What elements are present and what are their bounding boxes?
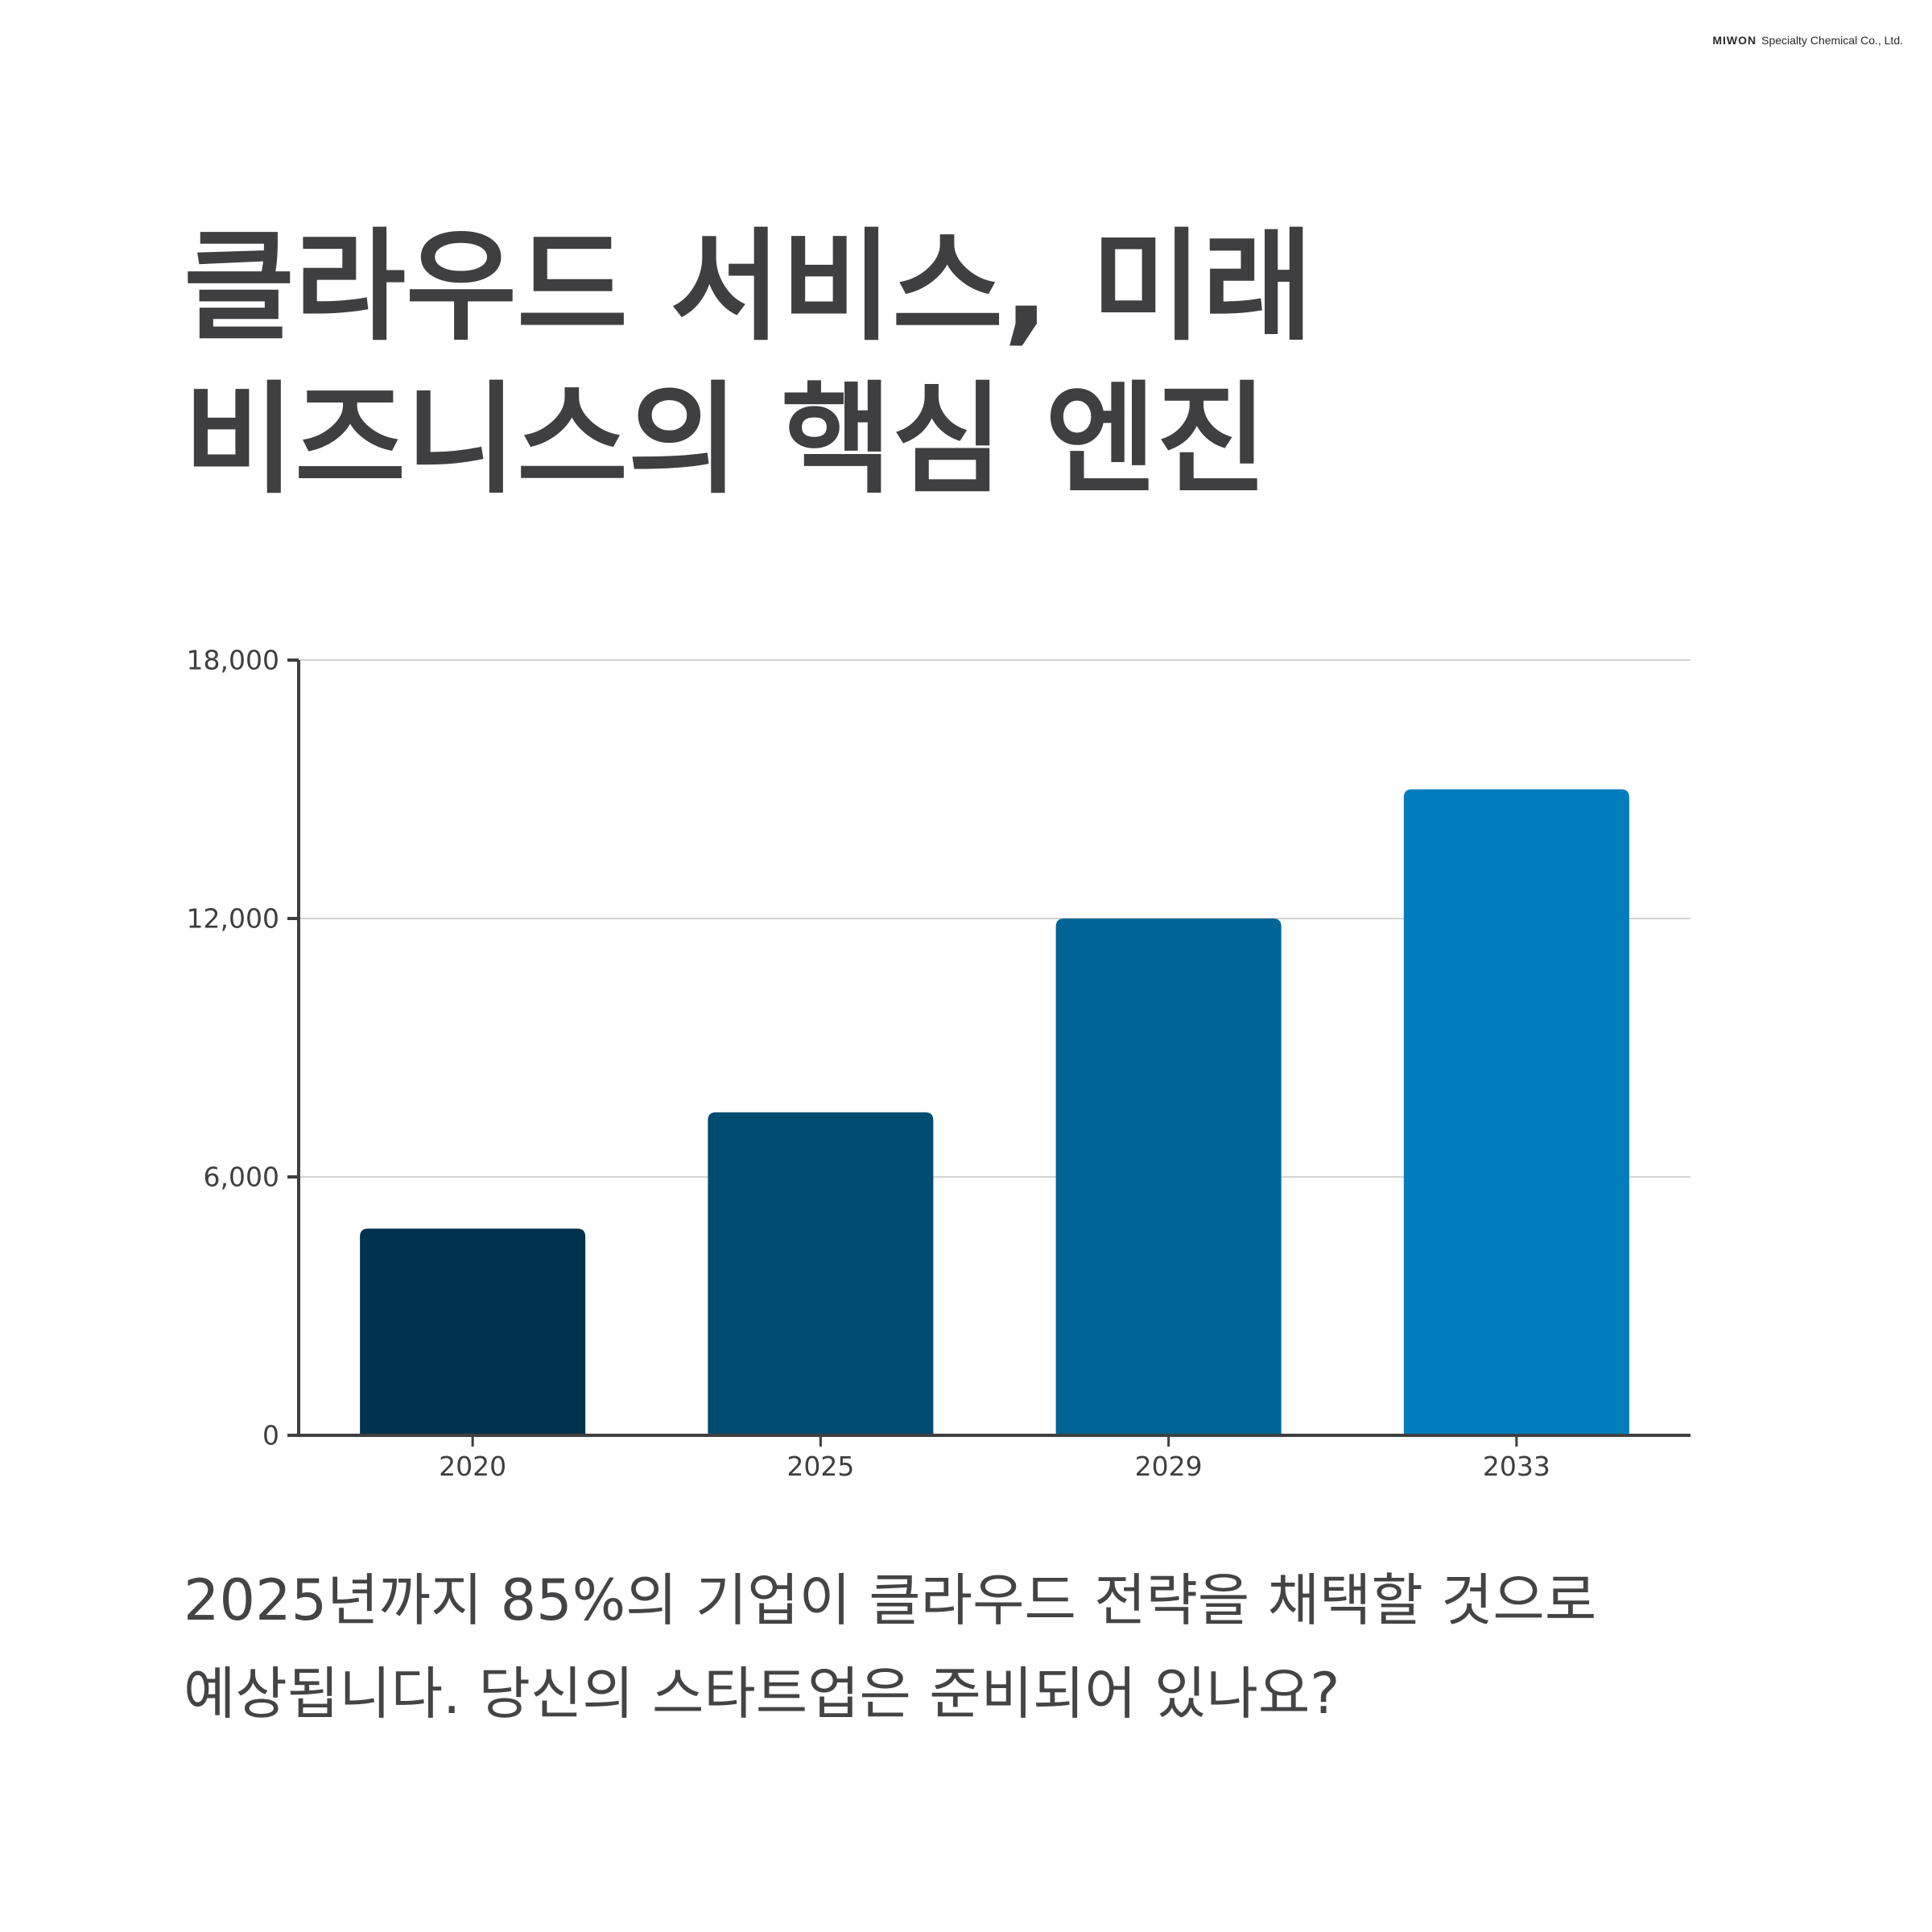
y-tick-label: 18,000 — [187, 645, 279, 676]
brand-name: MIWON — [1712, 34, 1757, 47]
y-tick-label: 12,000 — [187, 903, 279, 935]
bars — [360, 789, 1629, 1435]
bar-2029 — [1055, 919, 1282, 1435]
x-tick-label: 2020 — [439, 1451, 506, 1482]
y-tick-label: 6,000 — [204, 1162, 279, 1193]
axes — [287, 658, 1690, 1447]
x-tick-label: 2033 — [1483, 1451, 1550, 1482]
bar-2033 — [1403, 789, 1629, 1435]
y-tick-label: 0 — [262, 1420, 279, 1451]
caption-text: 2025년까지 85%의 기업이 클라우드 전략을 채택할 것으로 예상됩니다.… — [184, 1567, 1597, 1727]
brand-logo: MIWON Specialty Chemical Co., Ltd. — [1712, 34, 1903, 47]
brand-subtitle: Specialty Chemical Co., Ltd. — [1761, 34, 1903, 47]
tick-labels: 0 6,000 12,000 18,000 2020 2025 2029 2033 — [187, 645, 1550, 1483]
x-tick-label: 2029 — [1135, 1451, 1203, 1482]
bar-2020 — [360, 1228, 586, 1435]
x-tick-label: 2025 — [786, 1451, 854, 1482]
bar-2025 — [708, 1112, 934, 1435]
page-title: 클라우드 서비스, 미래 비즈니스의 핵심 엔진 — [184, 217, 1314, 510]
